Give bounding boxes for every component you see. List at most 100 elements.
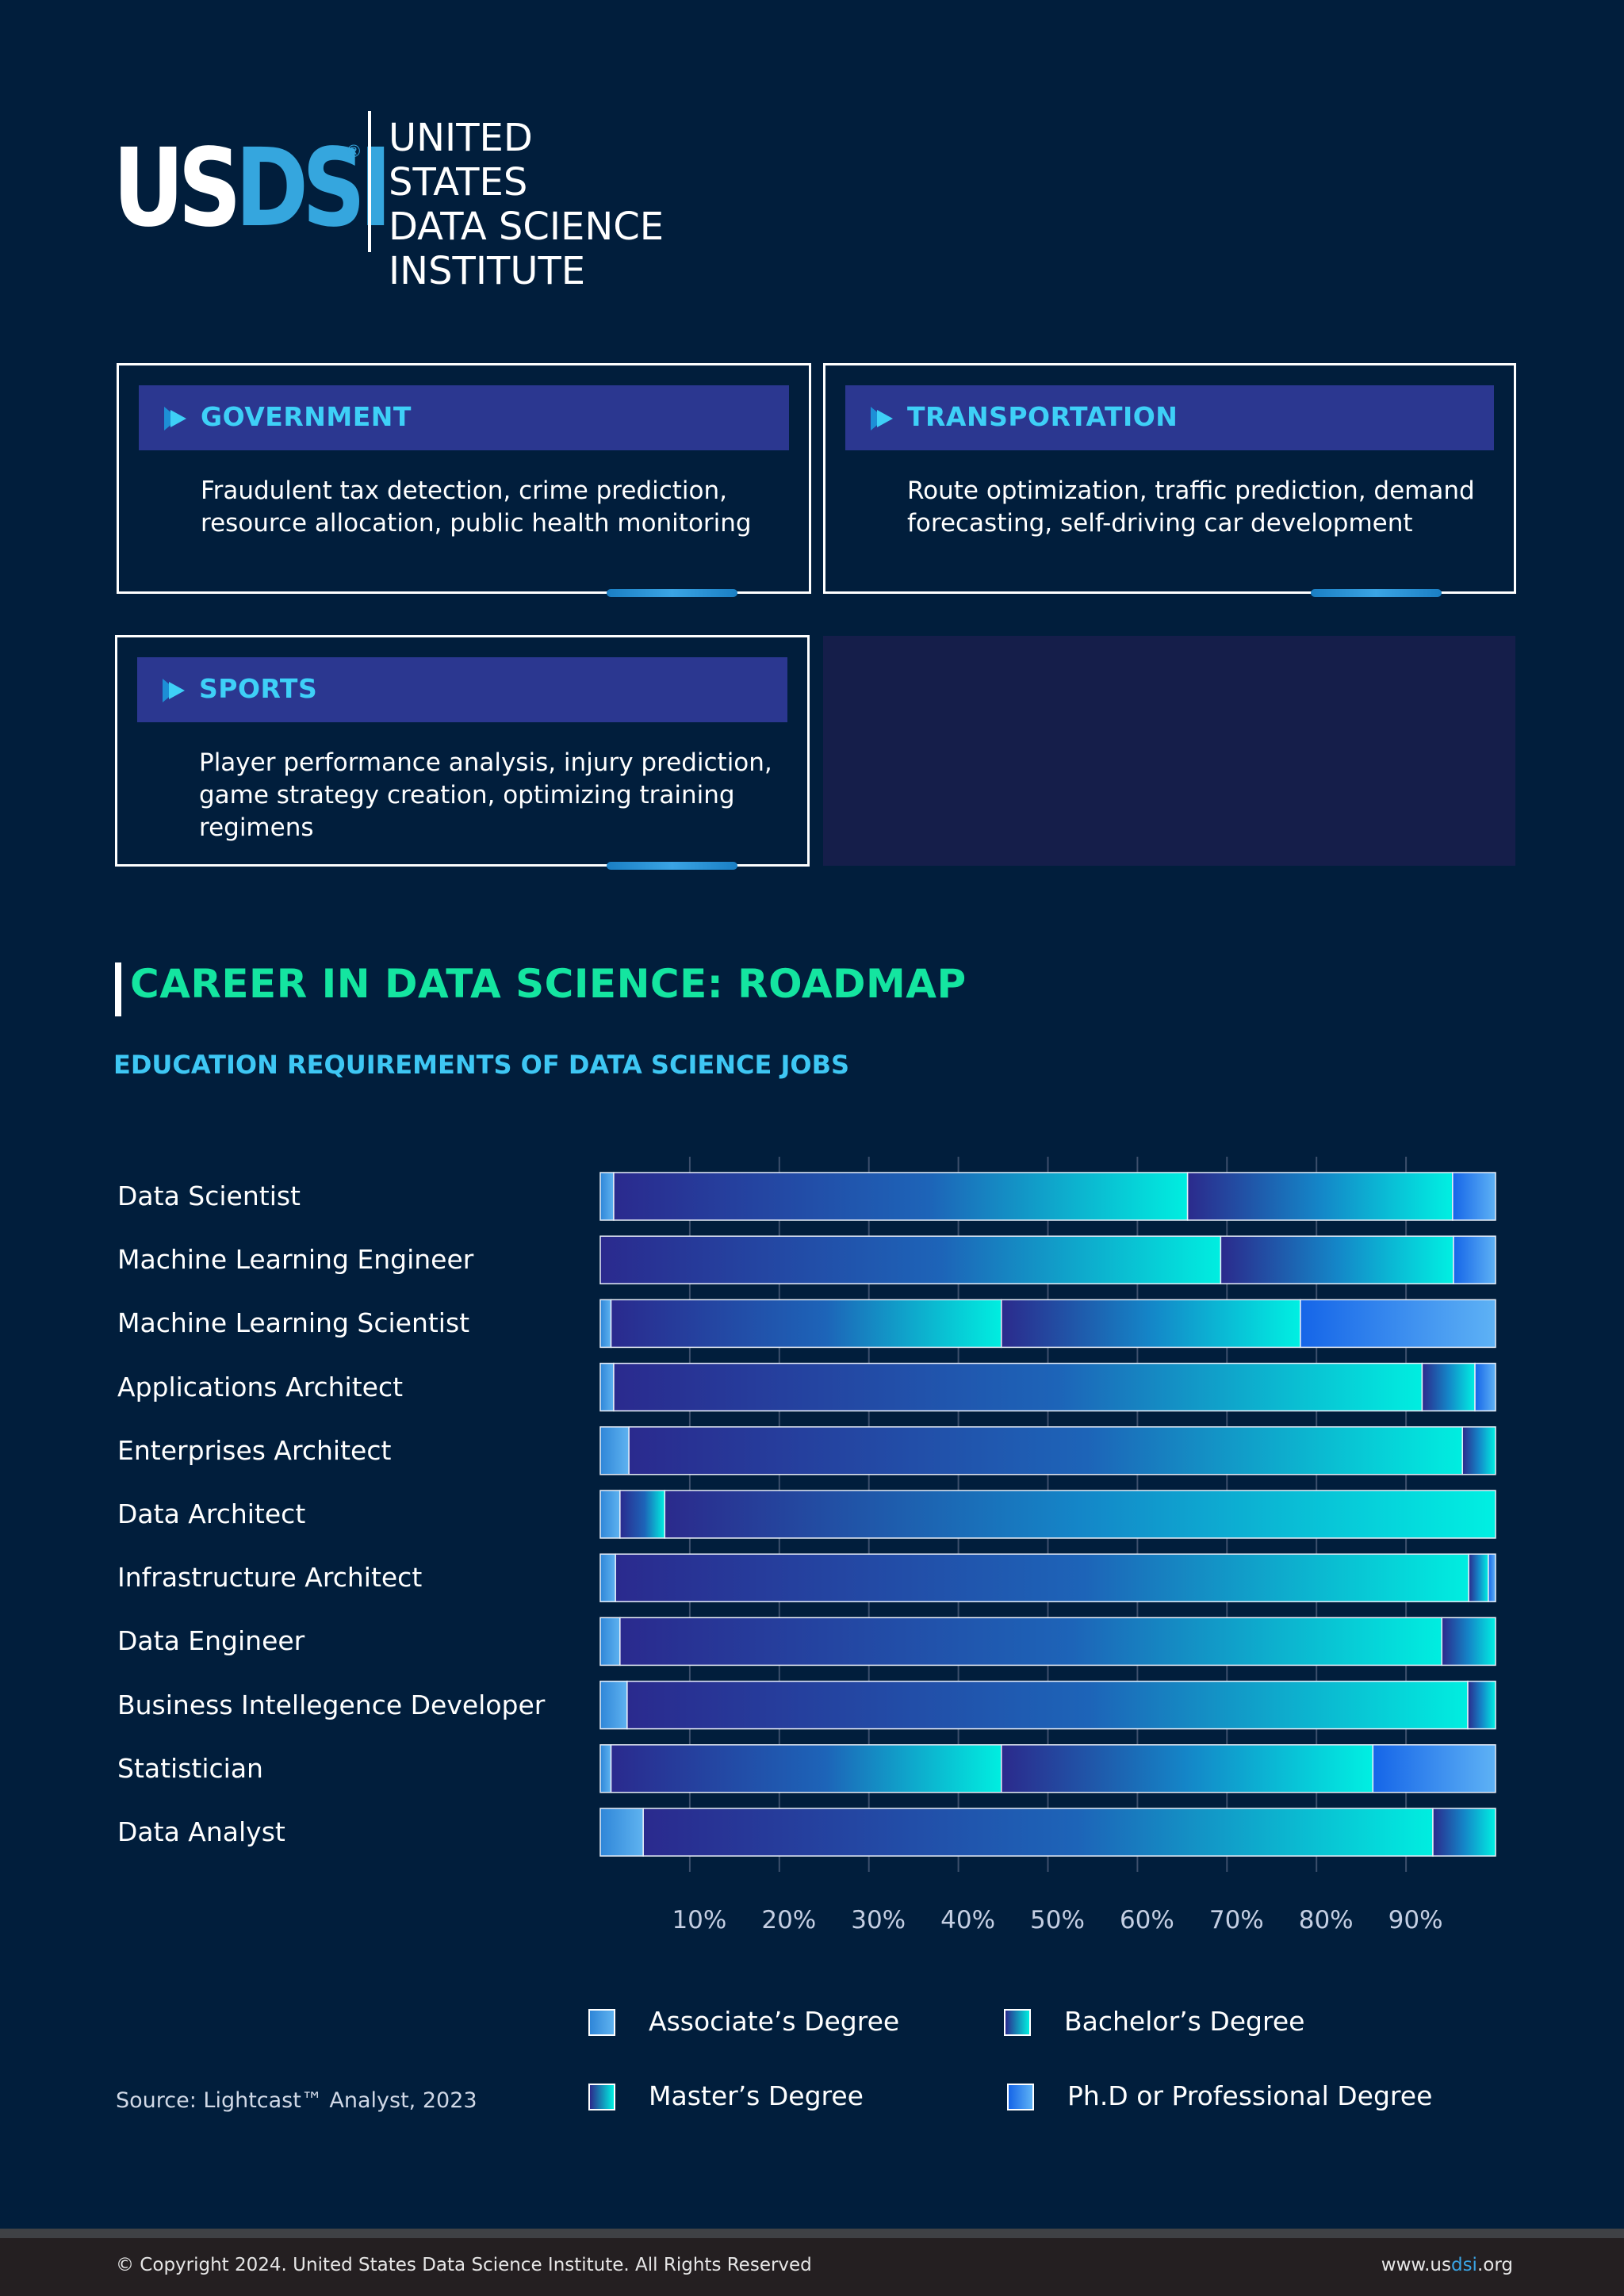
footer-url-highlight: dsi	[1450, 2255, 1477, 2275]
category-label: Machine Learning Engineer	[117, 1244, 474, 1276]
bar-phd-6	[1488, 1553, 1496, 1602]
card-transportation: TRANSPORTATION Route optimization, traff…	[823, 363, 1516, 597]
bar-master-3	[1421, 1362, 1476, 1412]
chevron-right-icon	[163, 679, 185, 702]
card-description: Route optimization, traffic prediction, …	[907, 476, 1475, 538]
bar-master-6	[1468, 1553, 1489, 1602]
logo-divider	[368, 111, 371, 252]
category-label: Infrastructure Architect	[117, 1562, 423, 1594]
category-label: Data Architect	[117, 1498, 306, 1529]
card-description: Player performance analysis, injury pred…	[199, 748, 772, 842]
category-label: Data Engineer	[117, 1625, 305, 1657]
logo-line-1: UNITED STATES	[389, 116, 533, 205]
card-title: TRANSPORTATION	[907, 401, 1178, 432]
bar-phd-9	[1372, 1744, 1496, 1793]
chevron-right-icon	[164, 407, 186, 430]
legend-label: Associate’s Degree	[649, 2006, 900, 2037]
source-note: Source: Lightcast™ Analyst, 2023	[116, 2088, 477, 2113]
bar-associate-5	[599, 1490, 621, 1539]
card-sports: SPORTS Player performance analysis, inju…	[115, 635, 810, 870]
x-tick-label: 50%	[1030, 1906, 1085, 1934]
footer-url-prefix: www.us	[1381, 2255, 1451, 2275]
bar-phd-3	[1474, 1362, 1496, 1412]
bar-bachelor-6	[615, 1553, 1469, 1602]
x-tick-label: 70%	[1208, 1906, 1264, 1934]
bars	[599, 1172, 1496, 1857]
x-tick-label: 10%	[672, 1906, 727, 1934]
footer-copyright: © Copyright 2024. United States Data Sci…	[116, 2255, 812, 2275]
x-tick-label: 80%	[1298, 1906, 1354, 1934]
category-label: Data Analyst	[117, 1816, 285, 1847]
bar-master-8	[1467, 1680, 1496, 1730]
category-label: Applications Architect	[117, 1371, 404, 1402]
bar-associate-4	[599, 1426, 630, 1475]
bar-master-10	[1432, 1808, 1496, 1857]
bar-bachelor-1	[599, 1235, 1222, 1284]
category-label: Enterprises Architect	[117, 1434, 392, 1466]
bar-bachelor-0	[613, 1172, 1189, 1221]
legend-swatch	[588, 2084, 615, 2110]
card-header: GOVERNMENT	[139, 385, 789, 450]
footer: © Copyright 2024. United States Data Sci…	[0, 2238, 1624, 2296]
bar-associate-7	[599, 1617, 621, 1667]
logo-line-3: INSTITUTE	[389, 249, 586, 293]
bar-associate-6	[599, 1553, 616, 1602]
category-label: Business Intellegence Developer	[117, 1689, 546, 1720]
bar-phd-1	[1453, 1235, 1496, 1284]
logo-mark-us: US	[113, 126, 242, 251]
bar-master-1	[1220, 1235, 1454, 1284]
usdsi-logo: USDSI ® UNITED STATES DATA SCIENCE INSTI…	[113, 111, 684, 293]
card-header: SPORTS	[137, 657, 787, 722]
card-title: GOVERNMENT	[201, 401, 412, 432]
bar-phd-0	[1452, 1172, 1496, 1221]
bar-bachelor-3	[613, 1362, 1423, 1412]
card-title: SPORTS	[199, 673, 318, 704]
legend-label: Bachelor’s Degree	[1064, 2006, 1305, 2037]
legend-label: Master’s Degree	[649, 2080, 864, 2111]
x-tick-label: 30%	[851, 1906, 906, 1934]
x-tick-label: 60%	[1119, 1906, 1174, 1934]
legend-swatch	[588, 2009, 615, 2036]
bar-associate-2	[599, 1299, 612, 1349]
category-label: Machine Learning Scientist	[117, 1307, 470, 1339]
chart-title: EDUCATION REQUIREMENTS OF DATA SCIENCE J…	[113, 1050, 850, 1080]
bar-bachelor-9	[610, 1744, 1002, 1793]
registered-mark: ®	[347, 141, 361, 161]
bar-bachelor-2	[610, 1299, 1002, 1349]
x-tick-label: 90%	[1388, 1906, 1443, 1934]
card-tab-accent	[1311, 589, 1442, 597]
category-label: Statistician	[117, 1752, 263, 1784]
bar-bachelor-7	[619, 1617, 1443, 1667]
bar-bachelor-5	[619, 1490, 666, 1539]
bar-associate-10	[599, 1808, 644, 1857]
section-title: CAREER IN DATA SCIENCE: ROADMAP	[130, 961, 967, 1007]
bar-master-9	[1001, 1744, 1374, 1793]
section-title-bar	[115, 962, 121, 1016]
category-label: Data Scientist	[117, 1181, 301, 1211]
footer-website-link[interactable]: www.usdsi.org	[1381, 2255, 1513, 2275]
logo-wordmark: UNITED STATES DATA SCIENCE INSTITUTE	[389, 116, 684, 293]
logo-mark: USDSI	[113, 135, 392, 243]
bar-associate-9	[599, 1744, 612, 1793]
bar-associate-8	[599, 1680, 628, 1730]
card-tab-accent	[607, 589, 737, 597]
bar-master-7	[1441, 1617, 1496, 1667]
bar-master-0	[1186, 1172, 1454, 1221]
legend-swatch	[1007, 2084, 1034, 2110]
card-government: GOVERNMENT Fraudulent tax detection, cri…	[117, 363, 811, 597]
logo-mark-dsi: DSI	[235, 126, 392, 251]
empty-card-panel	[823, 636, 1515, 866]
card-tab-accent	[607, 862, 737, 870]
chevron-right-icon	[871, 407, 893, 430]
bar-bachelor-4	[628, 1426, 1463, 1475]
bar-master-4	[1461, 1426, 1496, 1475]
footer-stripe	[0, 2229, 1624, 2238]
x-tick-label: 20%	[761, 1906, 817, 1934]
logo-line-2: DATA SCIENCE	[389, 205, 665, 249]
bar-master-2	[1001, 1299, 1301, 1349]
bar-phd-2	[1300, 1299, 1496, 1349]
bar-bachelor-8	[626, 1680, 1469, 1730]
legend-label: Ph.D or Professional Degree	[1067, 2080, 1433, 2111]
card-header: TRANSPORTATION	[845, 385, 1494, 450]
